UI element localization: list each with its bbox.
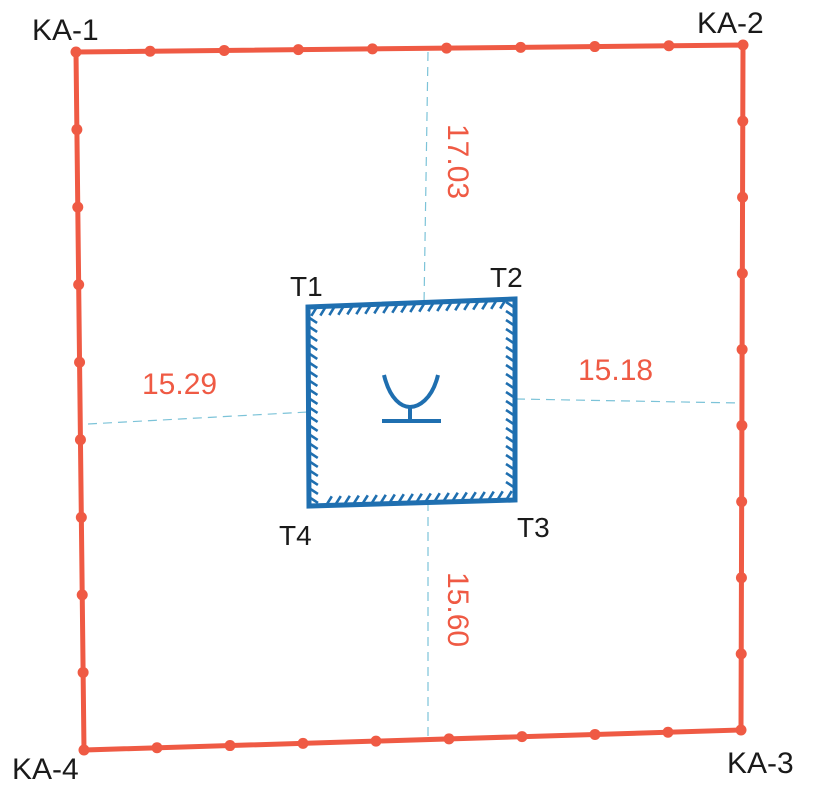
point-label-t2: T2 (490, 262, 523, 293)
boundary-vertex-marker (297, 737, 309, 749)
boundary-vertex-marker (736, 267, 748, 279)
boundary-vertex-marker (218, 44, 230, 56)
boundary-vertex-marker (224, 740, 236, 752)
boundary-vertex-marker (515, 41, 527, 53)
boundary-vertex-marker (75, 511, 87, 523)
boundary-vertex-marker (736, 420, 748, 432)
boundary-vertex-marker (144, 45, 156, 57)
boundary-vertex-markers (70, 39, 749, 756)
boundary-vertex-marker (662, 726, 674, 738)
boundary-vertex-marker (736, 496, 748, 508)
boundary-vertex-marker (151, 742, 163, 754)
boundary-vertex-marker (74, 434, 86, 446)
boundary-vertex-marker (737, 39, 749, 51)
boundary-vertex-marker (370, 735, 382, 747)
boundary-vertex-marker (441, 42, 453, 54)
boundary-vertex-marker (589, 41, 601, 53)
well-symbol-icon (382, 374, 441, 423)
boundary-vertex-marker (735, 648, 747, 660)
boundary-vertex-marker (72, 201, 84, 213)
building-hatching (307, 298, 516, 507)
point-label-t1: T1 (290, 271, 323, 302)
corner-label-ka4: KA-4 (12, 753, 79, 786)
boundary-vertex-marker (737, 115, 749, 127)
boundary-vertex-marker (74, 356, 86, 368)
corner-label-ka2: KA-2 (697, 7, 764, 40)
boundary-vertex-marker (736, 343, 748, 355)
dimension-line-right (515, 398, 741, 404)
boundary-vertex-marker (77, 666, 89, 678)
boundary-vertex-marker (663, 40, 675, 52)
dimension-label-bottom: 15.60 (441, 572, 474, 647)
point-label-t4: T4 (279, 520, 312, 551)
dimension-lines (87, 51, 741, 742)
corner-label-ka3: KA-3 (727, 747, 794, 780)
boundary-vertex-marker (516, 731, 528, 743)
boundary-vertex-marker (70, 46, 82, 58)
boundary-vertex-marker (78, 744, 90, 756)
boundary-vertex-marker (366, 43, 378, 55)
boundary-vertex-marker (443, 733, 455, 745)
dimension-label-left: 15.29 (142, 368, 217, 401)
boundary-vertex-marker (589, 728, 601, 740)
dimension-label-right: 15.18 (578, 354, 653, 387)
point-label-t3: T3 (517, 512, 550, 543)
boundary-vertex-marker (735, 572, 747, 584)
boundary-vertex-marker (71, 124, 83, 136)
boundary-vertex-marker (737, 191, 749, 203)
boundary-vertex-marker (73, 279, 85, 291)
dimension-line-top (423, 51, 429, 306)
boundary-vertex-marker (292, 44, 304, 56)
corner-label-ka1: KA-1 (32, 14, 99, 47)
boundary-vertex-marker (76, 589, 88, 601)
dimension-line-left (87, 411, 309, 425)
building-outline (305, 296, 518, 509)
dimension-label-top: 17.03 (441, 124, 474, 199)
boundary-vertex-marker (735, 724, 747, 736)
